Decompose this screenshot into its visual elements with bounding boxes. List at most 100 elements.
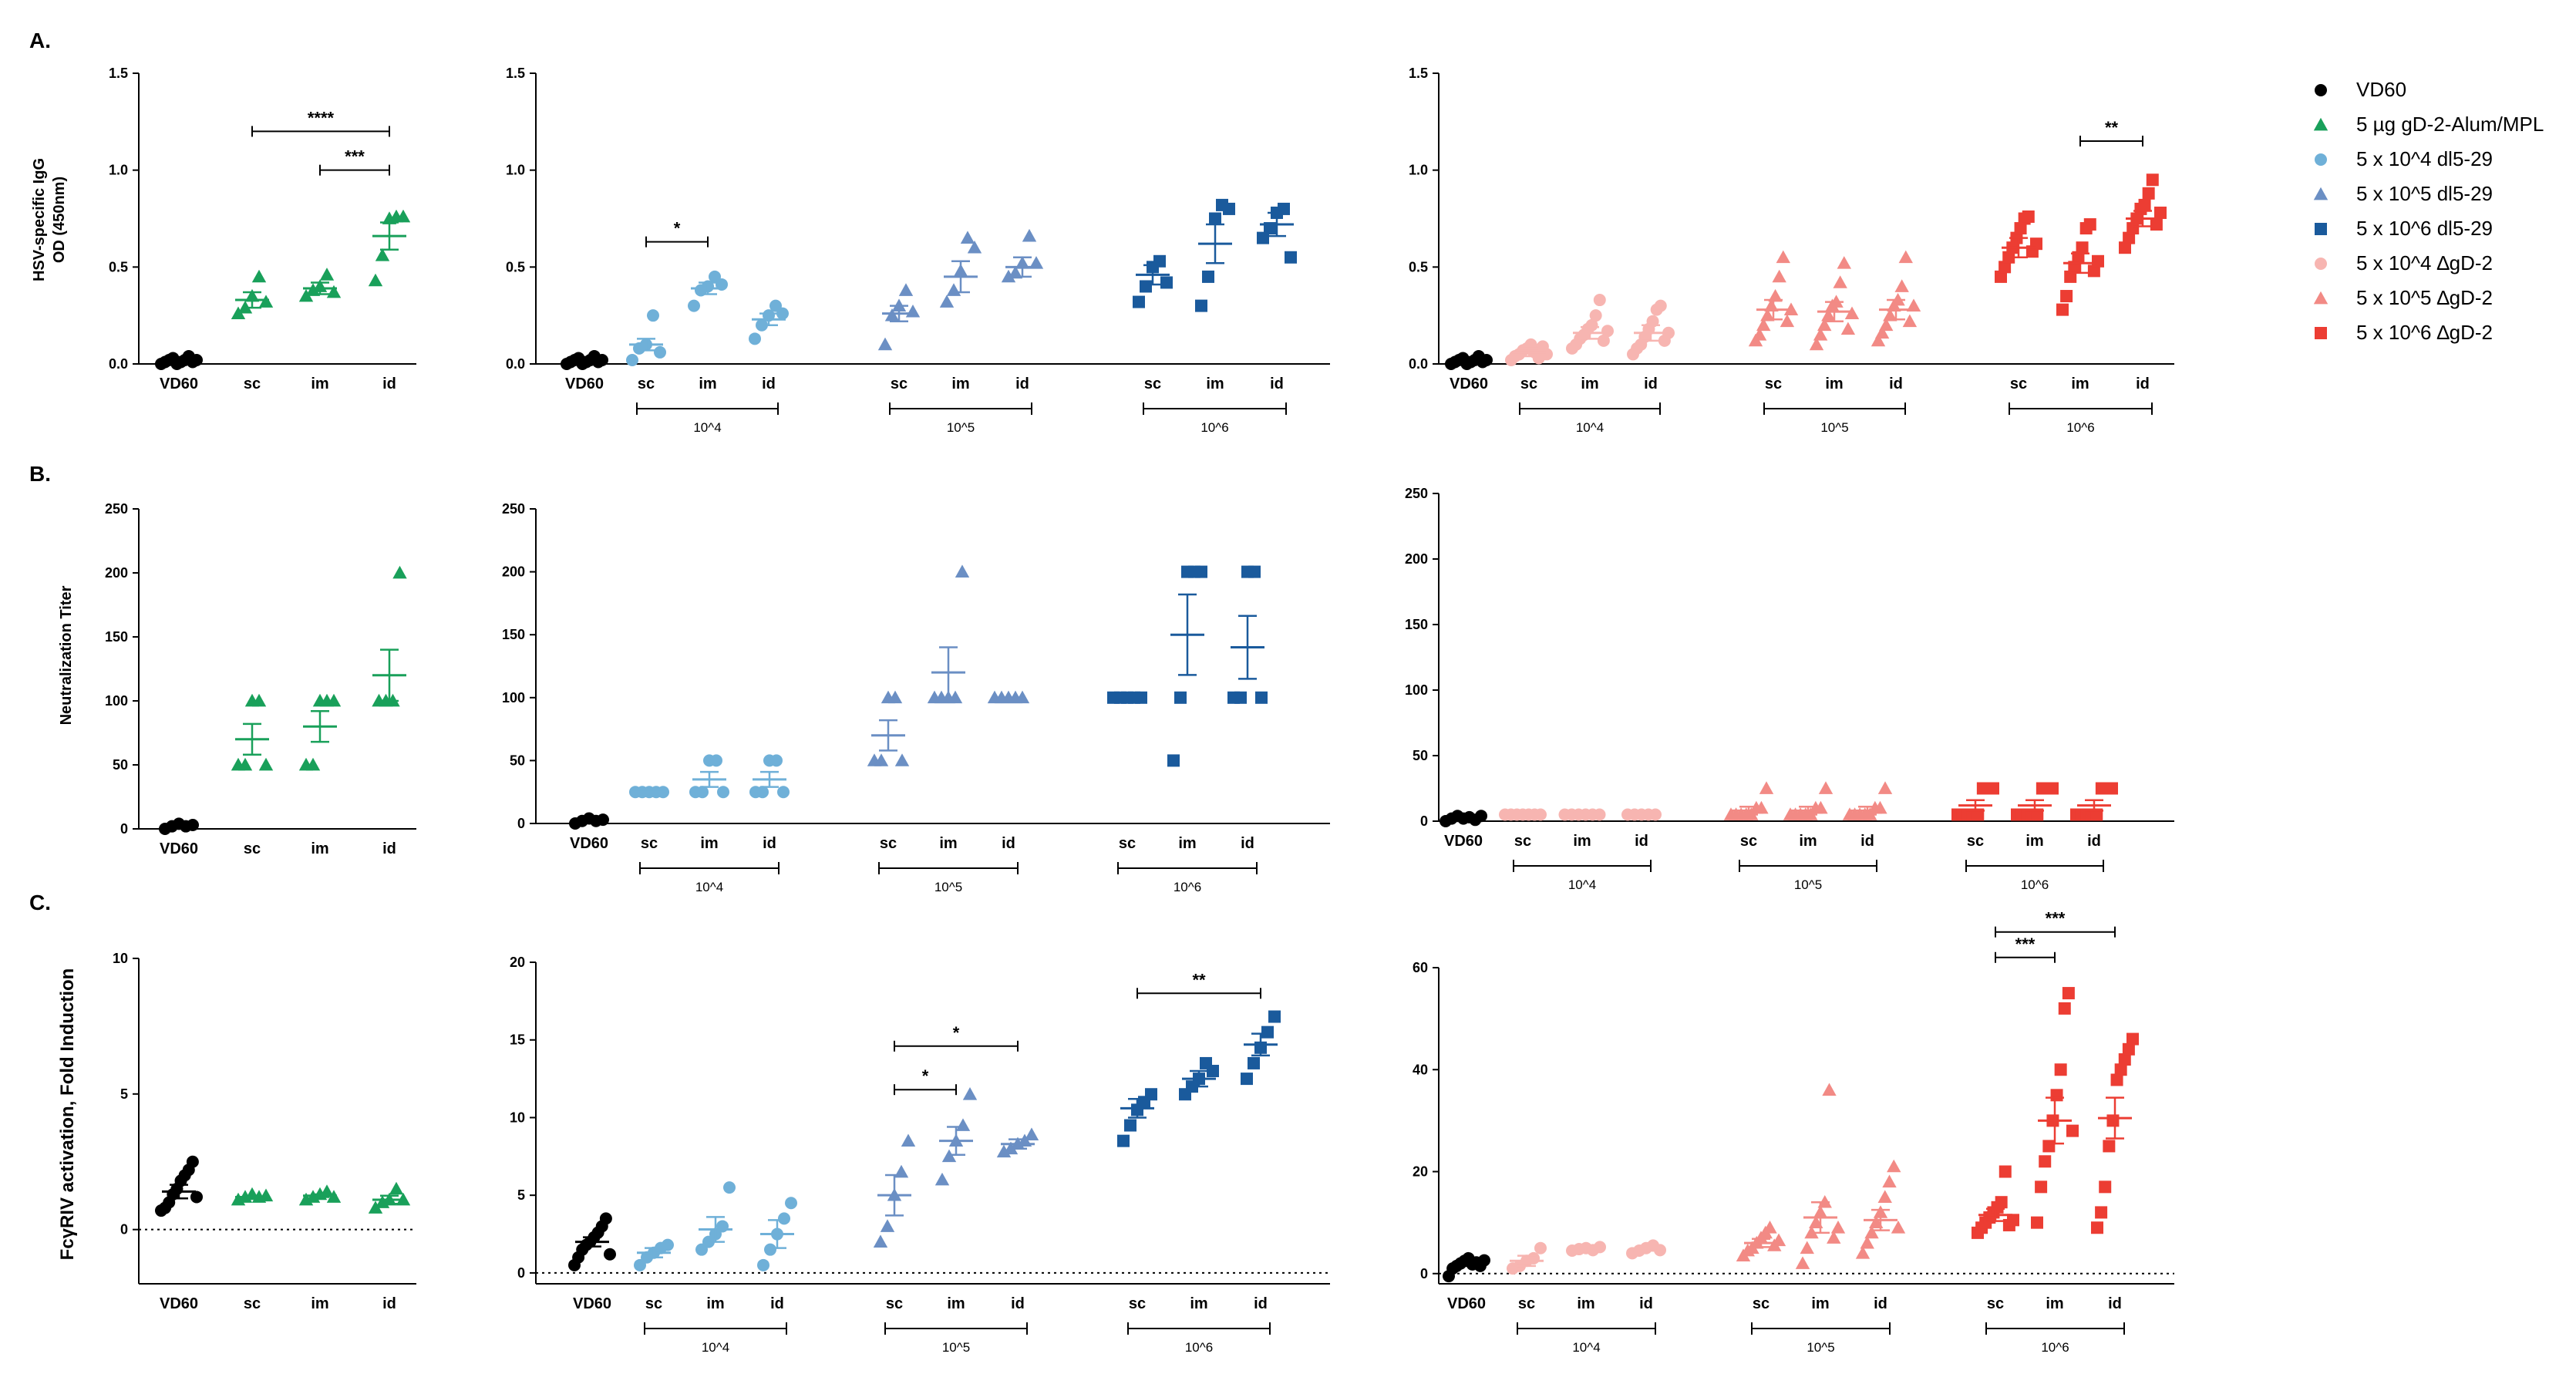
group-vd60	[569, 812, 609, 830]
x-tick-label: VD60	[1450, 375, 1488, 392]
data-point	[1887, 1159, 1901, 1173]
x-tick-label: sc	[244, 1295, 261, 1312]
group-im	[1566, 1241, 1606, 1258]
data-point	[1827, 1231, 1841, 1244]
data-point	[1024, 1127, 1039, 1140]
data-point	[1818, 781, 1834, 794]
group-id	[372, 565, 407, 707]
x-tick-label: im	[311, 1295, 328, 1312]
y-tick-label: 10	[510, 1110, 525, 1125]
data-point	[2054, 1063, 2067, 1076]
data-point	[1593, 808, 1606, 821]
data-point	[1894, 279, 1909, 292]
y-tick-label: 0	[517, 816, 525, 831]
x-tick-label: sc	[1967, 833, 1984, 850]
group-sc	[231, 269, 274, 320]
y-tick-label: 50	[113, 757, 128, 773]
dose-label: 10^4	[693, 420, 721, 435]
significance-label: **	[1192, 970, 1206, 989]
data-point	[2110, 1073, 2123, 1086]
y-tick-label: 0	[517, 1265, 525, 1281]
data-point	[1167, 754, 1180, 767]
data-point	[777, 786, 790, 799]
data-point	[2046, 782, 2059, 795]
data-point	[2095, 1206, 2108, 1219]
data-point	[1541, 348, 1553, 361]
data-point	[764, 1243, 776, 1256]
data-point	[2031, 1216, 2043, 1229]
data-point	[1662, 326, 1675, 339]
x-tick-label: sc	[1514, 833, 1531, 850]
x-tick-label: im	[1811, 1295, 1829, 1312]
data-point	[1864, 1225, 1879, 1239]
group-sc	[1505, 338, 1553, 366]
legend-item: VD60	[2315, 78, 2406, 101]
data-point	[1995, 1196, 2008, 1209]
x-tick-label: id	[1644, 375, 1658, 392]
data-point	[1902, 314, 1918, 328]
group-vd60	[155, 1155, 203, 1217]
legend-label: 5 x 10^6 ∆gD-2	[2356, 321, 2493, 344]
data-point	[305, 283, 321, 296]
y-tick-label: 150	[105, 629, 128, 645]
data-point	[298, 288, 314, 302]
x-tick-label: im	[1799, 833, 1817, 850]
x-tick-label: id	[1889, 375, 1903, 392]
group-id	[1871, 250, 1921, 347]
group-sc	[877, 283, 921, 351]
y-tick-label: 100	[105, 693, 128, 709]
data-point	[2150, 218, 2163, 231]
group-id	[1257, 202, 1297, 264]
y-tick-label: 150	[1405, 617, 1428, 632]
group-id	[368, 209, 411, 287]
x-tick-label: im	[1178, 835, 1196, 852]
x-tick-label: im	[1825, 375, 1843, 392]
data-point	[1145, 1088, 1157, 1101]
data-point	[1248, 1056, 1260, 1069]
data-point	[368, 273, 383, 287]
data-point	[696, 786, 709, 799]
y-tick-label: 150	[502, 627, 525, 642]
data-point	[626, 353, 638, 366]
data-point	[1752, 328, 1767, 341]
data-point	[756, 786, 769, 799]
data-point	[237, 757, 253, 771]
data-point	[1597, 334, 1610, 347]
group-sc	[1972, 1165, 2019, 1239]
data-point	[1133, 295, 1145, 308]
data-point	[1255, 691, 1268, 704]
group-id	[749, 754, 790, 799]
x-tick-label: VD60	[160, 840, 198, 857]
significance-label: *	[953, 1023, 960, 1042]
legend-item: 5 x 10^6 ∆gD-2	[2315, 321, 2493, 344]
x-tick-label: im	[1581, 375, 1598, 392]
group-im	[1167, 565, 1207, 767]
legend-marker	[2313, 187, 2329, 200]
legend-marker	[2313, 117, 2329, 131]
group-sc	[1117, 1088, 1157, 1147]
dose-label: 10^6	[2021, 877, 2049, 892]
panel-a1: 0.0 0.5 1.0 1.5 HSV-specific IgG OD (450nm) VD…	[31, 66, 416, 392]
data-point	[1877, 1190, 1892, 1203]
x-tick-label: id	[1860, 833, 1874, 850]
group-id	[1627, 299, 1675, 361]
data-point	[1160, 276, 1173, 289]
data-point	[190, 1190, 203, 1204]
y-tick-label: 50	[1413, 748, 1428, 763]
data-point	[1813, 328, 1828, 341]
legend-marker	[2315, 223, 2327, 235]
panel-b1: 0 50 100 150 200 250 Neutralization Titer VD60 s…	[58, 501, 416, 857]
legend-item: 5 x 10^5 dl5-29	[2313, 182, 2493, 205]
dose-label: 10^6	[2066, 420, 2094, 435]
panel-a2: 0.0 0.5 1.0 1.5 VD60 sc im id sc im id sc im id 10^4 10…	[506, 66, 1330, 435]
data-point	[717, 786, 729, 799]
data-point	[1879, 318, 1894, 332]
legend-label: 5 x 10^5 ∆gD-2	[2356, 286, 2493, 309]
y-tick-label: 200	[502, 564, 525, 580]
data-point	[960, 231, 975, 244]
data-point	[757, 1258, 769, 1271]
data-point	[375, 248, 390, 261]
x-tick-label: id	[763, 835, 776, 852]
panel-label-c: C.	[29, 891, 51, 914]
y-tick-label: 50	[510, 753, 525, 768]
